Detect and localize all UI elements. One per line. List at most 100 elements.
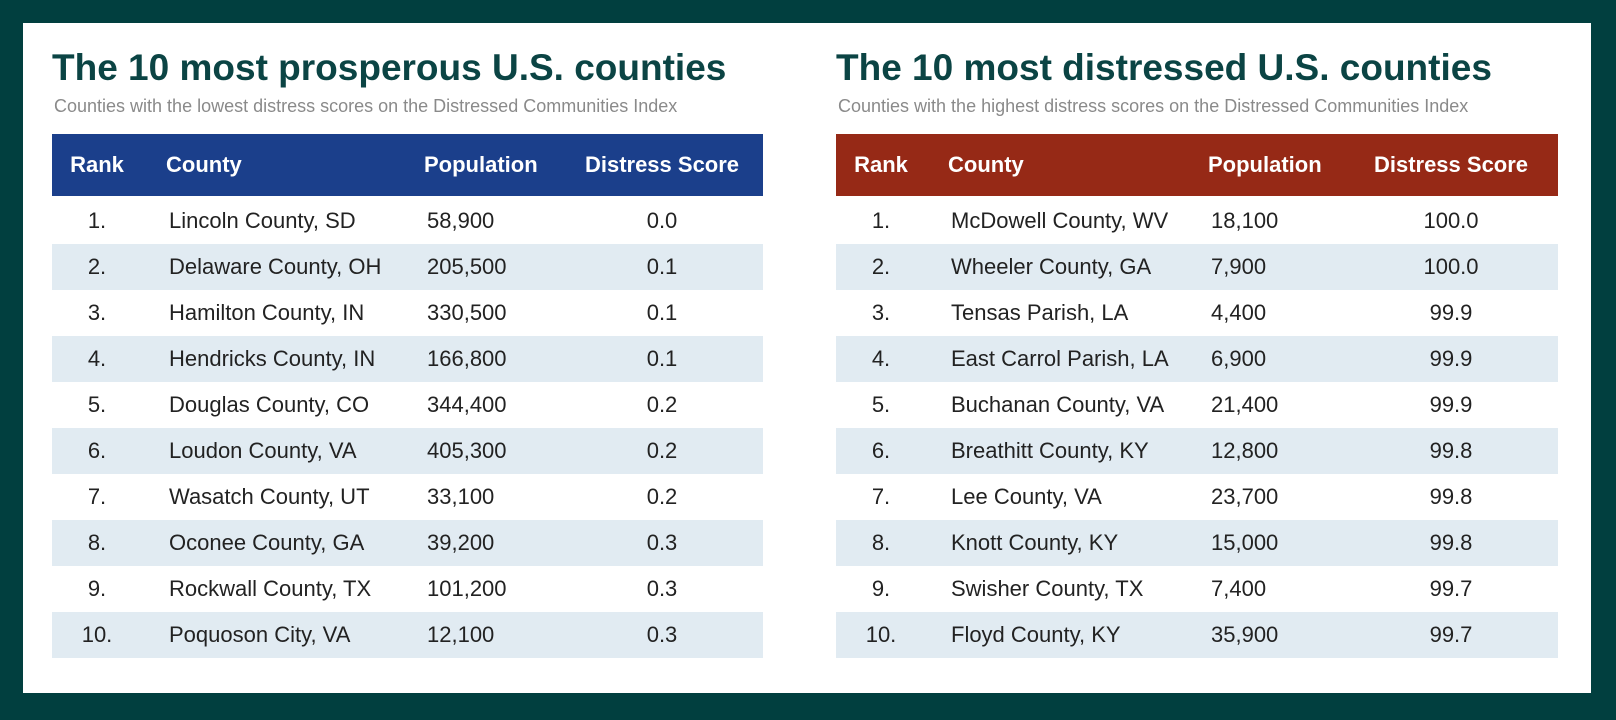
header-cell: Population (424, 152, 538, 177)
table-cell: Swisher County, TX (951, 576, 1144, 601)
table-cell: 58,900 (427, 208, 495, 233)
table-title: The 10 most prosperous U.S. counties (52, 47, 727, 88)
table-cell: 4. (87, 346, 107, 371)
table-row: 2. Wheeler County, GA 7,900 100.0 (836, 244, 1558, 290)
table-cell: 330,500 (427, 300, 507, 325)
table-cell: 99.8 (1429, 438, 1473, 463)
header-row: Rank County Population Distress Score (52, 134, 763, 196)
table-cell: 99.9 (1429, 346, 1473, 371)
table-block: The 10 most prosperous U.S. counties Coun… (52, 23, 763, 693)
table-cell: 12,100 (427, 622, 495, 647)
table-cell: 7,900 (1211, 254, 1267, 279)
table-cell: 21,400 (1211, 392, 1279, 417)
table-cell: 35,900 (1211, 622, 1279, 647)
table-cell: 6. (87, 438, 107, 463)
table-row: 10. Poquoson City, VA 12,100 0.3 (52, 612, 763, 658)
table-cell: 0.1 (646, 300, 678, 325)
table-cell: 0.1 (646, 254, 678, 279)
table-row: 1. McDowell County, WV 18,100 100.0 (836, 198, 1558, 244)
table-row: 4. Hendricks County, IN 166,800 0.1 (52, 336, 763, 382)
table-cell: Hendricks County, IN (169, 346, 376, 371)
table-cell: Buchanan County, VA (951, 392, 1165, 417)
header-cell: Distress Score (1373, 152, 1529, 177)
table-row: 9. Rockwall County, TX 101,200 0.3 (52, 566, 763, 612)
panel: The 10 most prosperous U.S. counties Coun… (23, 23, 1591, 693)
table-cell: 0.1 (646, 346, 678, 371)
table-cell: Hamilton County, IN (169, 300, 365, 325)
table-row: 5. Buchanan County, VA 21,400 99.9 (836, 382, 1558, 428)
table-cell: 344,400 (427, 392, 507, 417)
table-cell: 101,200 (427, 576, 507, 601)
table-row: 6. Loudon County, VA 405,300 0.2 (52, 428, 763, 474)
table-row: 9. Swisher County, TX 7,400 99.7 (836, 566, 1558, 612)
table-cell: 100.0 (1423, 254, 1479, 279)
header-row: Rank County Population Distress Score (836, 134, 1558, 196)
table-cell: 39,200 (427, 530, 495, 555)
table-subtitle: Counties with the lowest distress scores… (54, 96, 678, 116)
table-cell: 8. (87, 530, 107, 555)
table-cell: 5. (87, 392, 107, 417)
table-row: 7. Wasatch County, UT 33,100 0.2 (52, 474, 763, 520)
table-title: The 10 most distressed U.S. counties (836, 47, 1492, 88)
table-cell: 7,400 (1211, 576, 1267, 601)
table-cell: 1. (871, 208, 891, 233)
table-cell: Oconee County, GA (169, 530, 365, 555)
table-cell: Tensas Parish, LA (951, 300, 1129, 325)
table-row: 3. Hamilton County, IN 330,500 0.1 (52, 290, 763, 336)
table-cell: 3. (871, 300, 891, 325)
table-cell: 0.2 (646, 392, 678, 417)
table-cell: 3. (87, 300, 107, 325)
table-cell: Breathitt County, KY (951, 438, 1149, 463)
table-cell: Rockwall County, TX (169, 576, 372, 601)
table-cell: 4,400 (1211, 300, 1267, 325)
table-cell: East Carrol Parish, LA (951, 346, 1169, 371)
table-cell: 10. (81, 622, 113, 647)
table-cell: 99.9 (1429, 300, 1473, 325)
table-cell: 405,300 (427, 438, 507, 463)
table-cell: 99.7 (1429, 622, 1473, 647)
table-cell: 2. (87, 254, 107, 279)
table-row: 10. Floyd County, KY 35,900 99.7 (836, 612, 1558, 658)
table-cell: McDowell County, WV (951, 208, 1169, 233)
table-cell: 18,100 (1211, 208, 1279, 233)
table-cell: 23,700 (1211, 484, 1279, 509)
table-cell: Loudon County, VA (169, 438, 357, 463)
table-cell: 6. (871, 438, 891, 463)
table-row: 4. East Carrol Parish, LA 6,900 99.9 (836, 336, 1558, 382)
table-cell: Lincoln County, SD (169, 208, 356, 233)
table-cell: 10. (865, 622, 897, 647)
table-row: 8. Knott County, KY 15,000 99.8 (836, 520, 1558, 566)
table-block: The 10 most distressed U.S. counties Coun… (836, 23, 1558, 693)
table-cell: 6,900 (1211, 346, 1267, 371)
table-cell: Lee County, VA (951, 484, 1102, 509)
table-cell: Douglas County, CO (169, 392, 370, 417)
table-row: 1. Lincoln County, SD 58,900 0.0 (52, 198, 763, 244)
table-cell: 166,800 (427, 346, 507, 371)
table-cell: 9. (87, 576, 107, 601)
header-cell: Population (1208, 152, 1322, 177)
table-cell: Knott County, KY (951, 530, 1119, 555)
table-row: 3. Tensas Parish, LA 4,400 99.9 (836, 290, 1558, 336)
header-cell: Distress Score (584, 152, 740, 177)
table-cell: 99.7 (1429, 576, 1473, 601)
table-cell: 15,000 (1211, 530, 1279, 555)
table-cell: 8. (871, 530, 891, 555)
header-cell: County (166, 152, 242, 177)
table-cell: 7. (87, 484, 107, 509)
table-cell: 0.3 (646, 576, 678, 601)
table-row: 7. Lee County, VA 23,700 99.8 (836, 474, 1558, 520)
header-cell: Rank (854, 152, 908, 177)
header-cell: County (948, 152, 1024, 177)
table-cell: 4. (871, 346, 891, 371)
table-cell: 205,500 (427, 254, 507, 279)
table-subtitle: Counties with the highest distress score… (838, 96, 1469, 116)
table-cell: Wasatch County, UT (169, 484, 370, 509)
table-row: 6. Breathitt County, KY 12,800 99.8 (836, 428, 1558, 474)
table-cell: 7. (871, 484, 891, 509)
table-cell: 99.8 (1429, 484, 1473, 509)
table-cell: 1. (87, 208, 107, 233)
table-cell: 0.3 (646, 530, 678, 555)
table-cell: Delaware County, OH (169, 254, 382, 279)
table-cell: 0.0 (646, 208, 678, 233)
